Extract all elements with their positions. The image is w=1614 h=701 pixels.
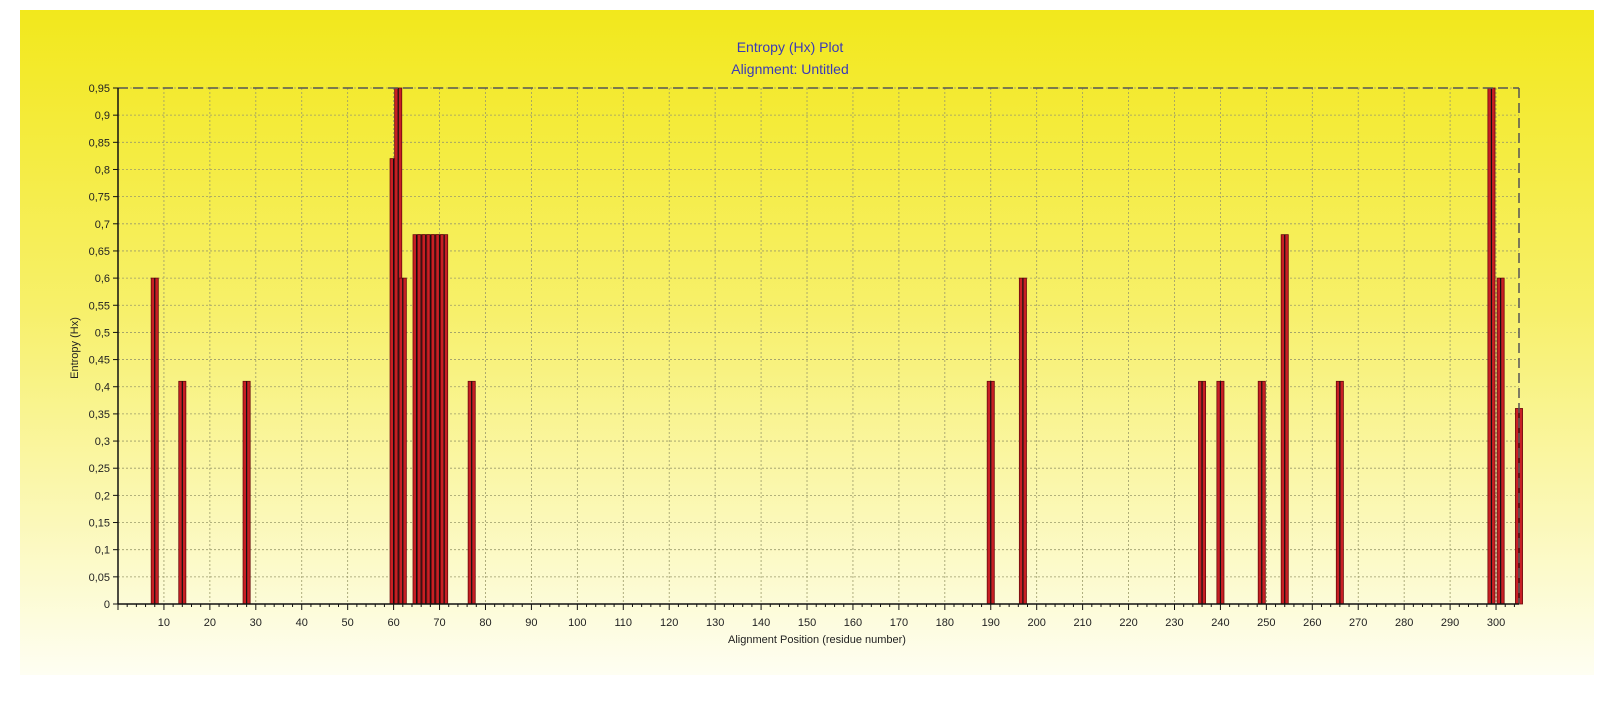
y-tick-label: 0,9 xyxy=(95,110,110,122)
x-tick-label: 120 xyxy=(660,617,678,629)
x-tick-label: 40 xyxy=(296,617,308,629)
x-tick-label: 100 xyxy=(568,617,586,629)
y-tick-label: 0,85 xyxy=(89,137,110,149)
y-tick-label: 0,2 xyxy=(95,490,110,502)
x-tick-label: 180 xyxy=(936,617,954,629)
x-tick-label: 240 xyxy=(1211,617,1229,629)
x-tick-label: 30 xyxy=(250,617,262,629)
x-tick-label: 50 xyxy=(342,617,354,629)
x-tick-label: 210 xyxy=(1073,617,1091,629)
x-tick-label: 130 xyxy=(706,617,724,629)
x-tick-label: 270 xyxy=(1349,617,1367,629)
x-axis-label: Alignment Position (residue number) xyxy=(728,634,906,646)
x-tick-label: 290 xyxy=(1441,617,1459,629)
x-tick-label: 170 xyxy=(890,617,908,629)
x-tick-label: 60 xyxy=(387,617,399,629)
x-tick-label: 230 xyxy=(1165,617,1183,629)
x-tick-label: 10 xyxy=(158,617,170,629)
y-tick-label: 0,3 xyxy=(95,436,110,448)
y-tick-label: 0,55 xyxy=(89,300,110,312)
x-tick-label: 160 xyxy=(844,617,862,629)
y-tick-label: 0,5 xyxy=(95,327,110,339)
y-tick-label: 0,35 xyxy=(89,409,110,421)
x-tick-label: 20 xyxy=(204,617,216,629)
y-tick-label: 0,4 xyxy=(95,382,110,394)
x-tick-labels: 10 20 30 40 50 60 70 80 90 100 110 120 130 140 150 160 1… xyxy=(117,604,1515,629)
x-tick-label: 220 xyxy=(1119,617,1137,629)
x-tick-label: 90 xyxy=(525,617,537,629)
x-tick-label: 110 xyxy=(615,617,633,629)
x-tick-label: 280 xyxy=(1395,617,1413,629)
y-tick-label: 0,75 xyxy=(89,192,110,204)
x-tick-label: 300 xyxy=(1487,617,1505,629)
x-tick-label: 80 xyxy=(479,617,491,629)
x-tick-label: 190 xyxy=(982,617,1000,629)
y-tick-label: 0,8 xyxy=(95,164,110,176)
chart-title: Entropy (Hx) Plot xyxy=(737,39,844,55)
axes-group xyxy=(117,87,1520,605)
y-tick-labels: 0 0,05 0,1 0,15 0,2 0,25 0,3 0,35 0,4 0,45 0,5 0,55… xyxy=(89,83,118,611)
x-tick-label: 140 xyxy=(752,617,770,629)
y-tick-label: 0,05 xyxy=(89,572,110,584)
y-tick-label: 0,95 xyxy=(89,83,110,95)
chart-subtitle: Alignment: Untitled xyxy=(731,61,849,77)
y-tick-label: 0,15 xyxy=(89,518,110,530)
y-axis-label: Entropy (Hx) xyxy=(69,317,81,379)
x-tick-label: 200 xyxy=(1028,617,1046,629)
grid-lines xyxy=(118,87,1519,604)
y-tick-label: 0,6 xyxy=(95,273,110,285)
x-tick-label: 250 xyxy=(1257,617,1275,629)
y-tick-label: 0,7 xyxy=(95,219,110,231)
x-tick-label: 150 xyxy=(798,617,816,629)
y-tick-label: 0,1 xyxy=(95,545,110,557)
y-tick-label: 0,65 xyxy=(89,246,110,258)
y-tick-label: 0 xyxy=(104,599,110,611)
y-tick-label: 0,45 xyxy=(89,355,110,367)
x-tick-label: 70 xyxy=(433,617,445,629)
x-tick-label: 260 xyxy=(1303,617,1321,629)
y-tick-label: 0,25 xyxy=(89,463,110,475)
